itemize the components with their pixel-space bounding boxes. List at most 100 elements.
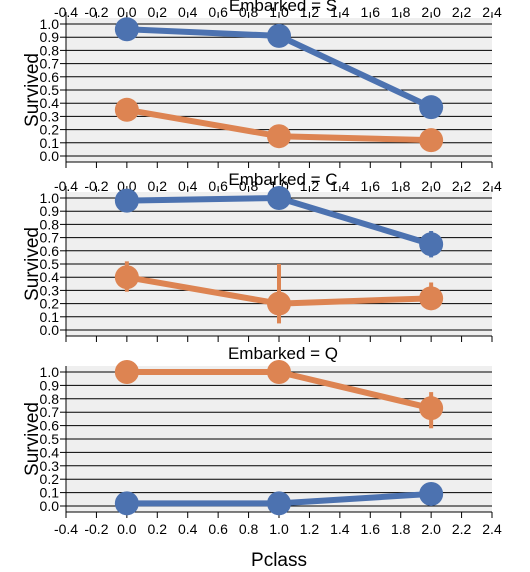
y-tick-label: 0.9 [40,203,60,219]
x-tick-label: 0.4 [178,4,198,20]
y-tick-label: 0.3 [40,108,60,124]
data-point [114,265,139,290]
y-tick-label: 0.3 [40,458,60,474]
x-tick-label: -0.2 [84,178,108,194]
x-tick-label: -0.4 [54,521,78,537]
data-point [419,481,444,506]
data-point [267,186,291,210]
y-axis-title: Survived [22,53,43,127]
data-point [114,17,139,42]
x-tick-label: 0.6 [208,178,228,194]
x-tick-label: 2.2 [452,178,472,194]
data-point [267,491,291,516]
x-tick-label: 1.8 [391,521,411,537]
y-tick-label: 0.0 [40,148,60,164]
x-tick-label: 1.2 [300,521,320,537]
x-tick-label: -0.2 [84,521,108,537]
data-point [419,128,444,153]
y-tick-label: 0.6 [40,69,60,85]
panel-1: 0.00.10.20.30.40.50.60.70.80.91.0-0.4 -0.… [22,0,502,168]
x-tick-label: -0.2 [84,4,108,20]
series-1 [114,17,444,120]
y-tick-label: 0.1 [40,309,60,325]
y-tick-label: 0.0 [40,322,60,338]
x-tick-label: 1.6 [361,178,381,194]
y-tick-label: 0.0 [40,498,60,514]
x-tick-label: 0.8 [239,4,259,20]
y-tick-label: 1.0 [40,16,60,32]
x-tick-label: 0.8 [239,178,259,194]
y-axis-title: Survived [22,402,43,476]
x-tick-label: 2.2 [452,4,472,20]
x-tick-label: 2.4 [482,4,502,20]
y-tick-label: 0.5 [40,82,60,98]
x-tick-label: 1.2 [300,4,320,20]
x-tick-label: -0.4 [54,4,78,20]
data-point [419,286,444,311]
x-tick-label: 0.0 [117,4,137,20]
data-point [114,360,139,384]
data-point [419,232,444,257]
panels-layer: 0.00.10.20.30.40.50.60.70.80.91.0-0.4 -0.… [22,0,502,537]
series-2 [114,360,444,429]
x-tick-label: 0.2 [148,521,168,537]
y-tick-label: 0.1 [40,485,60,501]
x-tick-label: 0.6 [208,521,228,537]
x-tick-label: 0.2 [148,178,168,194]
y-tick-label: 0.2 [40,471,60,487]
y-tick-label: 0.8 [40,391,60,407]
x-tick-label: 1.4 [330,4,350,20]
x-tick-label: 1.0 [269,521,289,537]
data-point [267,291,291,316]
x-tick-label: 1.8 [391,4,411,20]
panel-3: 0.00.10.20.30.40.50.60.70.80.91.0-0.4 -0.… [22,344,502,537]
y-tick-label: 0.1 [40,135,60,151]
y-tick-label: 0.4 [40,444,60,460]
data-point [114,491,139,516]
data-point [114,188,139,213]
y-tick-label: 0.9 [40,377,60,393]
y-tick-label: 0.2 [40,296,60,312]
x-tick-label: 1.8 [391,178,411,194]
y-tick-label: 0.9 [40,29,60,45]
x-tick-label: 0.4 [178,521,198,537]
y-tick-label: 0.7 [40,404,60,420]
series-1 [114,186,444,258]
x-tick-label: 1.0 [269,4,289,20]
x-tick-label: -0.4 [54,178,78,194]
panel-2: 0.00.10.20.30.40.50.60.70.80.91.0-0.4 -0.… [22,170,502,342]
data-point [267,360,291,384]
x-tick-label: 2.0 [421,521,441,537]
y-tick-label: 0.2 [40,122,60,138]
y-tick-label: 0.7 [40,56,60,72]
panel-title: Embarked = S [229,0,337,15]
y-tick-label: 1.0 [40,190,60,206]
data-point [419,396,444,421]
x-tick-label: 2.4 [482,521,502,537]
x-tick-label: 1.2 [300,178,320,194]
x-tick-label: 1.4 [330,521,350,537]
series-2 [114,97,444,153]
y-tick-label: 1.0 [40,364,60,380]
x-tick-label: 0.2 [148,4,168,20]
y-tick-label: 0.5 [40,256,60,272]
y-tick-label: 0.4 [40,269,60,285]
x-tick-label: 2.2 [452,521,472,537]
y-tick-label: 0.5 [40,431,60,447]
x-tick-label: 0.0 [117,521,137,537]
x-tick-label: 1.6 [361,4,381,20]
x-tick-label: 2.0 [421,178,441,194]
y-tick-label: 0.3 [40,282,60,298]
x-tick-label: 1.4 [330,178,350,194]
series-2 [114,261,444,324]
panel-title: Embarked = C [228,170,337,189]
y-tick-label: 0.8 [40,216,60,232]
data-point [114,97,139,122]
data-point [267,124,291,149]
y-tick-label: 0.6 [40,243,60,259]
x-tick-label: 0.4 [178,178,198,194]
y-tick-label: 0.4 [40,95,60,111]
y-tick-label: 0.6 [40,418,60,434]
x-tick-label: 1.6 [361,521,381,537]
data-point [267,23,291,48]
